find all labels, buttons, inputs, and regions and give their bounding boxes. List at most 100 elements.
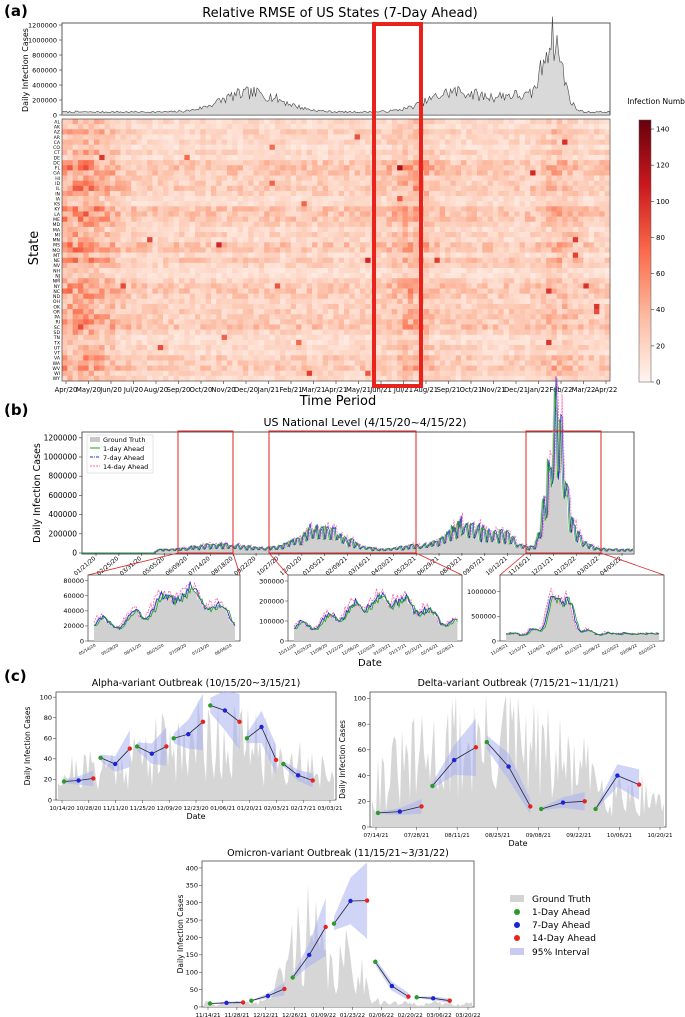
heatmap-cell xyxy=(258,201,265,207)
heatmap-cell xyxy=(253,329,260,336)
heatmap-cell xyxy=(115,252,121,259)
heatmap-cell xyxy=(562,247,568,253)
heatmap-cell xyxy=(359,278,366,284)
heatmap-cell xyxy=(508,355,515,361)
heatmap-cell xyxy=(594,350,600,356)
heatmap-cell xyxy=(242,206,249,212)
heatmap-cell xyxy=(578,278,584,284)
heatmap-cell xyxy=(524,293,531,300)
heatmap-cell xyxy=(125,324,132,330)
heatmap-cell xyxy=(120,252,127,259)
heatmap-cell xyxy=(157,298,164,305)
heatmap-cell xyxy=(141,298,148,305)
heatmap-cell xyxy=(115,226,121,233)
heatmap-cell xyxy=(604,283,611,289)
heatmap-cell xyxy=(210,298,217,305)
heatmap-cell xyxy=(402,175,409,181)
heatmap-cell xyxy=(221,278,228,284)
heatmap-cell xyxy=(349,226,355,233)
heatmap-cell xyxy=(136,309,143,315)
heatmap-cell xyxy=(72,262,79,269)
heatmap-cell xyxy=(466,149,472,156)
heatmap-cell xyxy=(152,267,159,274)
heatmap-cell xyxy=(572,154,579,161)
heatmap-cell xyxy=(328,273,334,279)
heatmap-cell xyxy=(466,139,472,145)
heatmap-cell xyxy=(578,216,584,223)
heatmap-cell xyxy=(248,257,254,264)
heatmap-cell xyxy=(109,232,116,238)
heatmap-cell xyxy=(434,303,441,310)
heatmap-cell xyxy=(445,149,451,156)
heatmap-cell xyxy=(583,154,590,161)
heatmap-cell xyxy=(253,345,260,351)
heatmap-cell xyxy=(109,134,116,140)
heatmap-cell xyxy=(141,288,148,294)
heatmap-cell xyxy=(445,124,451,130)
heatmap-cell xyxy=(216,190,222,197)
heatmap-cell xyxy=(62,273,68,279)
heatmap-cell xyxy=(349,154,355,161)
heatmap-cell xyxy=(482,190,488,197)
heatmap-cell xyxy=(242,190,249,197)
heatmap-cell xyxy=(583,139,590,145)
heatmap-cell xyxy=(434,273,441,279)
heatmap-cell xyxy=(62,247,68,253)
heatmap-cell xyxy=(125,339,132,346)
heatmap-cell xyxy=(503,288,510,294)
heatmap-cell xyxy=(221,149,228,156)
heatmap-cell xyxy=(397,319,403,325)
heatmap-cell xyxy=(67,309,73,315)
heatmap-cell xyxy=(429,232,435,238)
heatmap-cell xyxy=(157,339,164,346)
heatmap-cell xyxy=(349,314,355,320)
heatmap-cell xyxy=(258,226,265,233)
heatmap-cell xyxy=(556,339,563,346)
heatmap-cell xyxy=(210,211,217,217)
heatmap-cell xyxy=(476,283,483,289)
heatmap-cell xyxy=(407,221,414,228)
heatmap-cell xyxy=(572,149,579,156)
heatmap-cell xyxy=(285,226,292,233)
heatmap-cell xyxy=(455,273,462,279)
heatmap-cell xyxy=(88,247,95,253)
heatmap-cell xyxy=(429,190,435,197)
heatmap-cell xyxy=(232,185,238,192)
heatmap-cell xyxy=(258,283,265,289)
heatmap-cell xyxy=(572,360,579,366)
heatmap-cell xyxy=(434,334,441,341)
heatmap-cell xyxy=(301,345,308,351)
heatmap-cell xyxy=(471,252,478,259)
heatmap-cell xyxy=(274,144,281,151)
heatmap-cell xyxy=(386,345,393,351)
heatmap-cell xyxy=(498,139,504,145)
heatmap-cell xyxy=(572,180,579,187)
heatmap-cell xyxy=(152,242,159,248)
heatmap-cell xyxy=(402,232,409,238)
heatmap-cell xyxy=(578,319,584,325)
heatmap-cell xyxy=(540,339,547,346)
heatmap-cell xyxy=(333,309,339,315)
heatmap-cell xyxy=(88,232,95,238)
heatmap-cell xyxy=(333,355,339,361)
heatmap-cell xyxy=(83,247,89,253)
heatmap-cell xyxy=(141,160,148,166)
heatmap-cell xyxy=(242,216,249,223)
heatmap-cell xyxy=(157,211,164,217)
heatmap-cell xyxy=(386,309,393,315)
heatmap-cell xyxy=(72,324,79,330)
heatmap-cell xyxy=(205,232,212,238)
heatmap-cell xyxy=(179,360,185,366)
heatmap-cell xyxy=(67,134,73,140)
heatmap-cell xyxy=(88,170,95,176)
heatmap-cell xyxy=(322,293,329,300)
heatmap-cell xyxy=(343,119,350,125)
heatmap-cell xyxy=(386,129,393,135)
heatmap-cell xyxy=(296,298,302,305)
heatmap-cell xyxy=(280,334,286,341)
heatmap-cell xyxy=(328,190,334,197)
heatmap-cell xyxy=(157,288,164,294)
heatmap-cell xyxy=(604,319,611,325)
heatmap-cell xyxy=(445,237,451,243)
heatmap-cell xyxy=(455,201,462,207)
